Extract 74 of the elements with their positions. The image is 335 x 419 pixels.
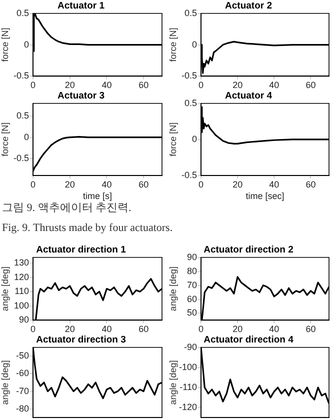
chart-title: Actuator 1 (58, 0, 106, 12)
y-axis-title: force [N] (0, 28, 10, 62)
y-tick-label: 0 (24, 39, 29, 50)
x-tick-label: 60 (138, 324, 149, 334)
y-tick-label: 50 (186, 308, 197, 318)
y-tick-label: -70 (16, 386, 29, 396)
y-tick-label: -80 (16, 403, 29, 414)
x-tick-label: 0 (198, 80, 204, 90)
y-tick-label: 0.5 (184, 8, 197, 18)
x-axis-title: time [sec] (246, 191, 284, 202)
x-tick-label: 0 (198, 324, 204, 334)
x-tick-label: 40 (269, 179, 280, 190)
chart-title: Actuator 3 (58, 90, 104, 102)
y-tick-label: 0.5 (184, 98, 197, 108)
x-tick-label: 0 (30, 80, 36, 90)
x-tick-label: 60 (306, 324, 316, 334)
y-tick-label: -0.5 (13, 152, 29, 163)
x-tick-label: 20 (232, 179, 243, 190)
y-axis-title: angle [deg] (0, 266, 10, 312)
caption: Fig. 9. Thrusts made by four actuators. (2, 221, 174, 236)
y-tick-label: -0.5 (181, 170, 197, 180)
y-tick-label: 80 (186, 266, 197, 276)
x-axis-title: time [s] (82, 191, 112, 202)
caption: 그림 9. 액추에이터 추진력. (2, 202, 132, 214)
y-axis-title: force [N] (0, 122, 10, 156)
y-tick-label: 60 (186, 294, 197, 304)
x-tick-label: 0 (30, 179, 36, 190)
y-tick-label: 90 (18, 314, 29, 325)
x-tick-label: 40 (102, 324, 112, 334)
y-tick-label: 130 (14, 258, 29, 268)
x-tick-label: 0 (198, 179, 204, 190)
x-tick-label: 60 (138, 80, 149, 90)
y-tick-label: -0.5 (13, 70, 29, 81)
chart-title: Actuator 2 (225, 0, 272, 12)
y-tick-label: 110 (14, 286, 29, 296)
x-tick-label: 60 (306, 80, 316, 90)
y-tick-label: -50 (16, 350, 29, 361)
x-tick-label: 20 (64, 324, 75, 334)
x-tick-label: 60 (138, 179, 149, 190)
y-tick-label: 0.5 (16, 110, 29, 121)
x-tick-label: 0 (30, 324, 36, 334)
y-tick-label: -0.5 (181, 70, 197, 81)
y-tick-label: 0 (192, 134, 197, 144)
x-tick-label: 40 (102, 80, 112, 90)
x-tick-label: 20 (232, 80, 243, 90)
y-axis-title: angle [deg] (0, 360, 10, 405)
y-tick-label: -110 (180, 382, 197, 392)
y-axis-title: angle [deg] (168, 266, 178, 312)
chart-title: Actuator direction 1 (36, 244, 127, 256)
y-tick-label: 0 (24, 132, 29, 142)
y-tick-label: -90 (184, 342, 197, 352)
y-tick-label: 70 (186, 280, 197, 290)
x-tick-label: 40 (269, 324, 280, 334)
chart-title: Actuator 4 (225, 90, 273, 102)
y-tick-label: -120 (178, 402, 197, 412)
x-tick-label: 60 (306, 179, 316, 190)
x-tick-label: 40 (269, 80, 280, 90)
y-tick-label: 100 (14, 300, 29, 310)
y-tick-label: 120 (14, 272, 29, 282)
x-tick-label: 20 (64, 80, 75, 90)
y-tick-label: -60 (16, 368, 29, 378)
y-tick-label: 0 (192, 39, 197, 50)
y-axis-title: force [N] (168, 28, 178, 62)
x-tick-label: 40 (102, 179, 112, 190)
chart-title: Actuator direction 3 (36, 334, 126, 346)
y-axis-title: force [N] (168, 122, 178, 156)
chart-title: Actuator direction 4 (204, 334, 294, 346)
x-tick-label: 20 (64, 179, 75, 190)
y-tick-label: -100 (178, 362, 197, 372)
x-tick-label: 20 (232, 324, 243, 334)
y-tick-label: 90 (186, 252, 197, 262)
y-tick-label: 0.5 (16, 8, 29, 18)
chart-title: Actuator direction 2 (204, 244, 294, 256)
y-axis-title: angle [deg] (168, 360, 178, 405)
